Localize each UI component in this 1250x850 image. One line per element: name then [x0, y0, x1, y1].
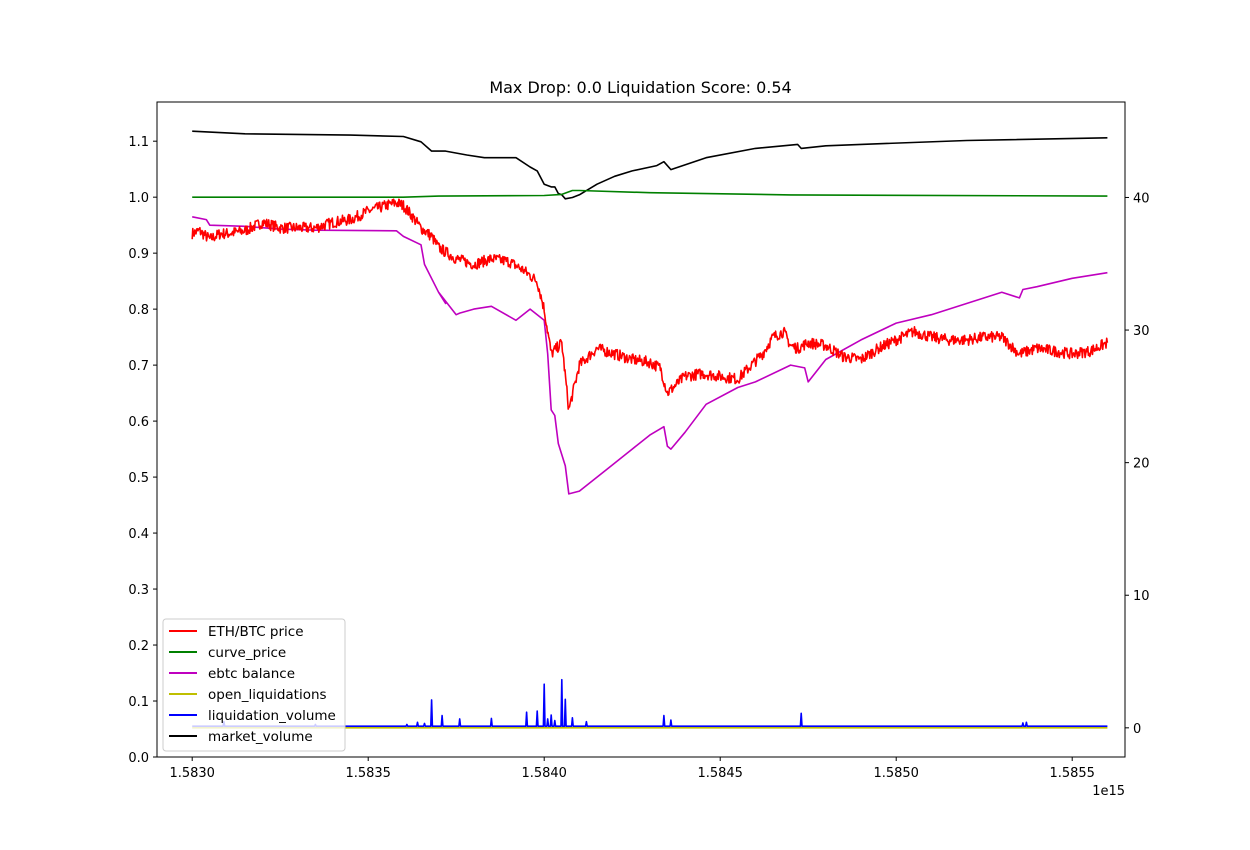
- y-right-tick-label: 40: [1133, 191, 1150, 206]
- legend-label: market_volume: [208, 729, 313, 745]
- y-axis-right: 0 10 20 30 40: [1125, 191, 1150, 737]
- series-line-liquidation-volume: [192, 678, 1108, 727]
- legend-label: liquidation_volume: [208, 708, 336, 724]
- y-right-tick-label: 30: [1133, 324, 1150, 339]
- x-tick-label: 1.5830: [169, 766, 215, 781]
- x-axis: 1.5830 1.5835 1.5840 1.5845 1.5850 1.5855: [169, 757, 1095, 781]
- y-left-tick-label: 1.1: [128, 135, 149, 150]
- x-tick-label: 1.5850: [873, 766, 919, 781]
- plot-frame: [156, 101, 1126, 758]
- y-axis-left: 0.0 0.1 0.2 0.3 0.4 0.5 0.6 0.7 0.8 0.9 1.0 1.1: [128, 135, 157, 766]
- y-left-tick-label: 0.2: [128, 639, 149, 654]
- y-left-tick-label: 0.4: [128, 527, 149, 542]
- x-tick-label: 1.5855: [1049, 766, 1095, 781]
- y-left-tick-label: 0.3: [128, 583, 149, 598]
- y-left-tick-label: 0.7: [128, 359, 149, 374]
- y-right-tick-label: 0: [1133, 722, 1141, 737]
- y-right-tick-label: 20: [1133, 457, 1150, 472]
- y-left-tick-label: 0.5: [128, 471, 149, 486]
- series-line-ebtc-balance: [192, 216, 1108, 495]
- x-tick-label: 1.5835: [345, 766, 391, 781]
- x-tick-label: 1.5840: [521, 766, 567, 781]
- series-line-curve-price: [192, 189, 1108, 198]
- legend-label: ETH/BTC price: [208, 624, 304, 640]
- y-left-tick-label: 0.1: [128, 695, 149, 710]
- y-left-tick-label: 0.8: [128, 303, 149, 318]
- series-line-market-volume: [192, 130, 1108, 200]
- legend-label: open_liquidations: [208, 687, 327, 703]
- x-offset-label: 1e15: [1092, 784, 1125, 799]
- y-left-tick-label: 1.0: [128, 191, 149, 206]
- y-left-tick-label: 0.9: [128, 247, 149, 262]
- legend-box: [162, 618, 346, 752]
- chart-title: Max Drop: 0.0 Liquidation Score: 0.54: [489, 78, 791, 97]
- y-left-tick-label: 0.0: [128, 751, 149, 766]
- x-tick-label: 1.5845: [697, 766, 743, 781]
- y-right-tick-label: 10: [1133, 589, 1150, 604]
- y-left-tick-label: 0.6: [128, 415, 149, 430]
- series-line-eth-btc-price: [191, 198, 1109, 410]
- legend-label: ebtc balance: [208, 666, 295, 682]
- legend-label: curve_price: [208, 645, 286, 661]
